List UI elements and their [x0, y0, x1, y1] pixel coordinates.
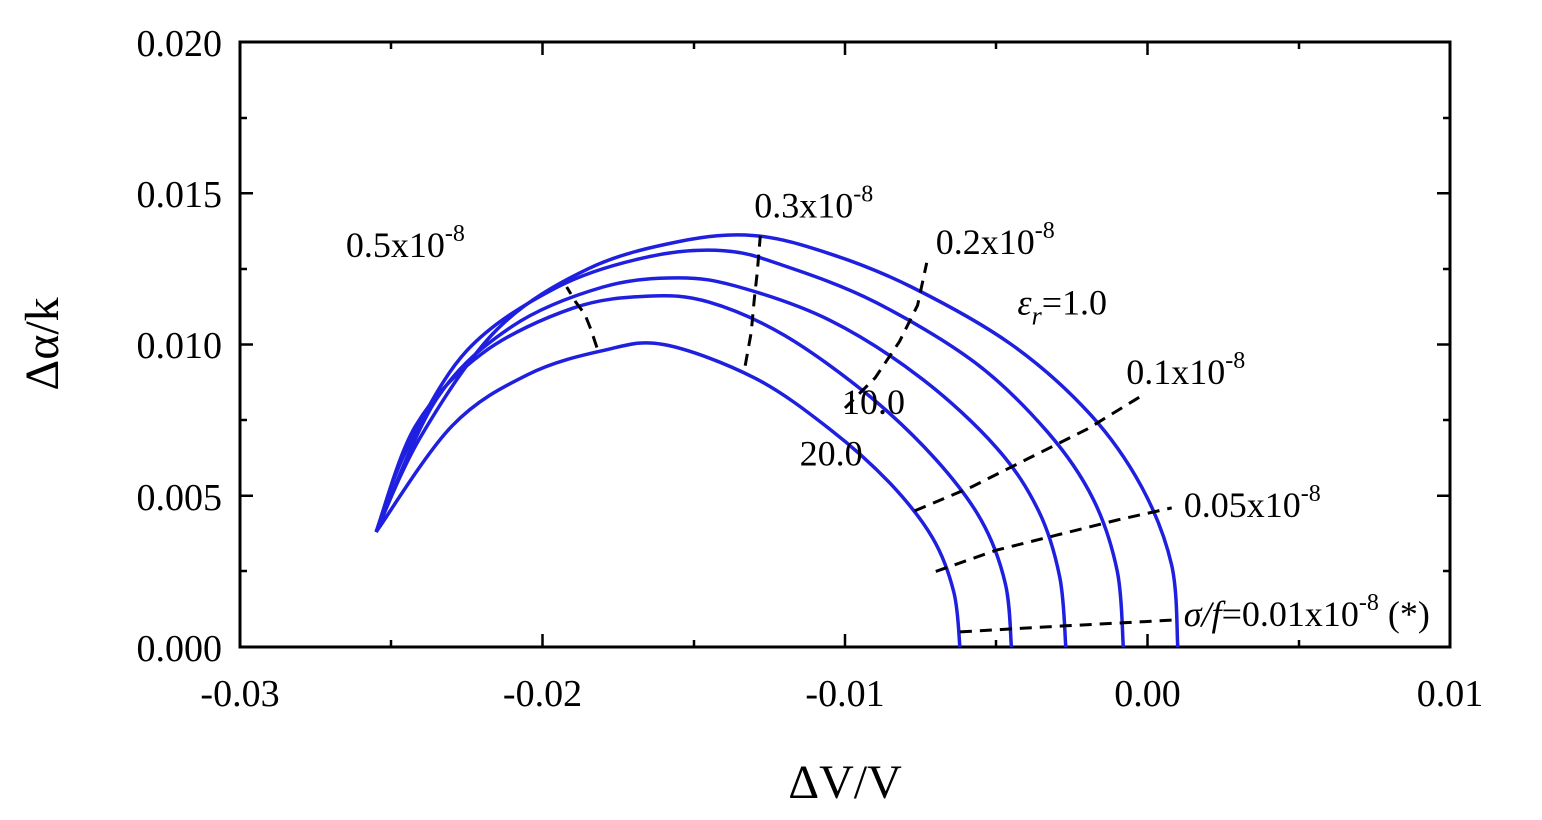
er-curve-4 [374, 341, 962, 648]
annotation-20: 20.0 [800, 434, 863, 474]
x-tick-marks [389, 42, 1301, 647]
x-tick-label: 0.01 [1417, 673, 1484, 715]
er-curve-3 [374, 293, 1014, 648]
y-tick-label: 0.000 [137, 628, 223, 670]
annotations: 0.3x10-8 0.5x10-8 0.2x10-8 εr=1.0 0.1x10… [346, 181, 1430, 633]
er-curve-0 [374, 233, 1180, 648]
annotation-sigma-f: σ/f=0.01x10-8 (*) [1184, 590, 1430, 634]
sigma-f-line-6 [935, 506, 1173, 573]
x-tick-label: 0.00 [1114, 673, 1181, 715]
y-tick-label: 0.020 [137, 23, 223, 65]
x-tick-labels: -0.03 -0.02 -0.01 0.00 0.01 [200, 673, 1483, 715]
y-tick-label: 0.015 [137, 174, 223, 216]
annotation-er: εr=1.0 [1017, 282, 1107, 330]
x-tick-label: -0.01 [805, 673, 884, 715]
annotation-03e-8: 0.3x10-8 [754, 181, 873, 225]
y-tick-labels: 0.000 0.005 0.010 0.015 0.020 [137, 23, 223, 670]
y-tick-marks [240, 116, 1450, 573]
x-tick-label: -0.02 [503, 673, 582, 715]
er-curve-2 [374, 276, 1068, 648]
y-tick-label: 0.010 [137, 325, 223, 367]
sigma-f-line-8 [843, 262, 929, 410]
annotation-01e-8: 0.1x10-8 [1126, 348, 1245, 392]
annotation-005e-8: 0.05x10-8 [1184, 481, 1321, 525]
sigma-f-line-7 [914, 394, 1143, 513]
er-curve-1 [374, 248, 1126, 648]
plot-frame [238, 40, 1452, 649]
series-layer [374, 233, 1180, 648]
sigma-f-line-5 [959, 618, 1178, 634]
x-tick-label: -0.03 [200, 673, 279, 715]
annotation-02e-8: 0.2x10-8 [936, 218, 1055, 262]
annotation-10: 10.0 [842, 382, 905, 422]
y-axis-title: Δα/k [16, 297, 69, 390]
x-axis-title: ΔV/V [788, 756, 902, 809]
annotation-05e-8: 0.5x10-8 [346, 221, 465, 265]
sigma-f-line-9 [743, 235, 762, 366]
y-tick-label: 0.005 [137, 477, 223, 519]
